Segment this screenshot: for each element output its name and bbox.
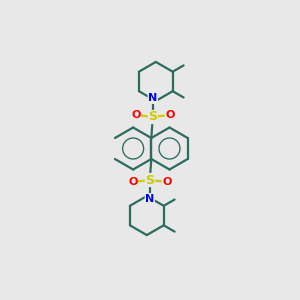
Text: S: S <box>148 110 157 124</box>
Text: O: O <box>131 110 140 120</box>
Text: O: O <box>128 177 137 187</box>
Text: O: O <box>165 110 175 120</box>
Text: N: N <box>145 194 154 204</box>
Text: N: N <box>148 93 158 103</box>
Text: S: S <box>145 173 154 187</box>
Text: O: O <box>162 177 172 187</box>
